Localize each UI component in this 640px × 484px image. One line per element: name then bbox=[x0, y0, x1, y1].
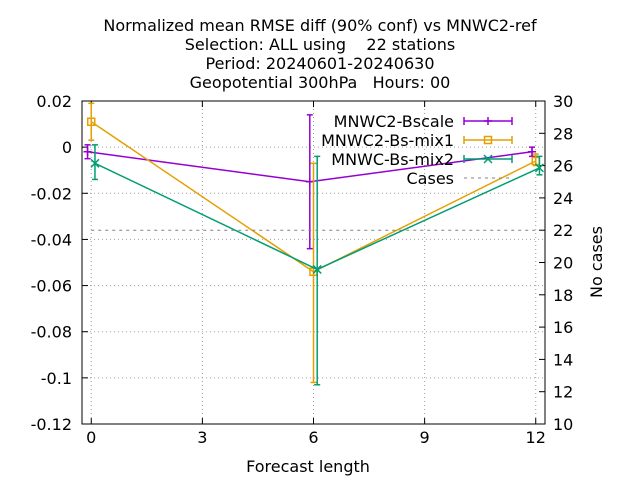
data-point-mnwc2-bs-mix1 bbox=[87, 117, 96, 127]
y2-tick-label: 26 bbox=[553, 157, 573, 176]
legend-marker-mnwc2-bs-mix1 bbox=[483, 135, 493, 145]
y-tick-label: -0.08 bbox=[31, 323, 72, 342]
y2-tick-label: 28 bbox=[553, 124, 573, 143]
legend-label-mnwc2-bscale: MNWC2-Bscale bbox=[334, 112, 454, 131]
x-axis-label: Forecast length bbox=[246, 457, 370, 476]
x-tick-label: 12 bbox=[526, 428, 546, 447]
y-tick-label: -0.12 bbox=[31, 415, 72, 434]
y2-tick-label: 18 bbox=[553, 286, 573, 305]
y-tick-label: -0.1 bbox=[41, 369, 72, 388]
x-tick-label: 3 bbox=[197, 428, 207, 447]
y2-tick-label: 10 bbox=[553, 415, 573, 434]
legend-marker-mnwc-bs-mix2 bbox=[483, 154, 493, 164]
x-tick-label: 6 bbox=[308, 428, 318, 447]
legend-label-cases: Cases bbox=[407, 169, 455, 188]
legend-label-mnwc-bs-mix2: MNWC-Bs-mix2 bbox=[331, 150, 454, 169]
y2-tick-label: 16 bbox=[553, 318, 573, 337]
y2-tick-label: 24 bbox=[553, 189, 573, 208]
legend-label-mnwc2-bs-mix1: MNWC2-Bs-mix1 bbox=[321, 131, 454, 150]
data-point-mnwc-bs-mix2 bbox=[312, 264, 322, 274]
y2-tick-label: 14 bbox=[553, 350, 573, 369]
y2-tick-label: 30 bbox=[553, 92, 573, 111]
data-point-mnwc-bs-mix2 bbox=[534, 163, 544, 173]
y2-tick-label: 20 bbox=[553, 254, 573, 273]
y-tick-label: -0.04 bbox=[31, 230, 72, 249]
data-point-mnwc-bs-mix2 bbox=[90, 158, 100, 168]
y2-tick-label: 22 bbox=[553, 221, 573, 240]
y-tick-label: 0 bbox=[62, 138, 72, 157]
x-tick-label: 9 bbox=[420, 428, 430, 447]
y2-tick-label: 12 bbox=[553, 383, 573, 402]
chart-title-line: Period: 20240601-20240630 bbox=[205, 54, 434, 73]
y2-axis-label: No cases bbox=[587, 226, 606, 298]
y-tick-label: -0.02 bbox=[31, 184, 72, 203]
y-tick-label: -0.06 bbox=[31, 277, 72, 296]
chart-title-line: Geopotential 300hPa Hours: 00 bbox=[190, 73, 451, 92]
y-tick-label: 0.02 bbox=[36, 92, 72, 111]
x-tick-label: 0 bbox=[86, 428, 96, 447]
chart-title-line: Selection: ALL using 22 stations bbox=[185, 35, 455, 54]
chart-title-line: Normalized mean RMSE diff (90% conf) vs … bbox=[103, 16, 537, 35]
